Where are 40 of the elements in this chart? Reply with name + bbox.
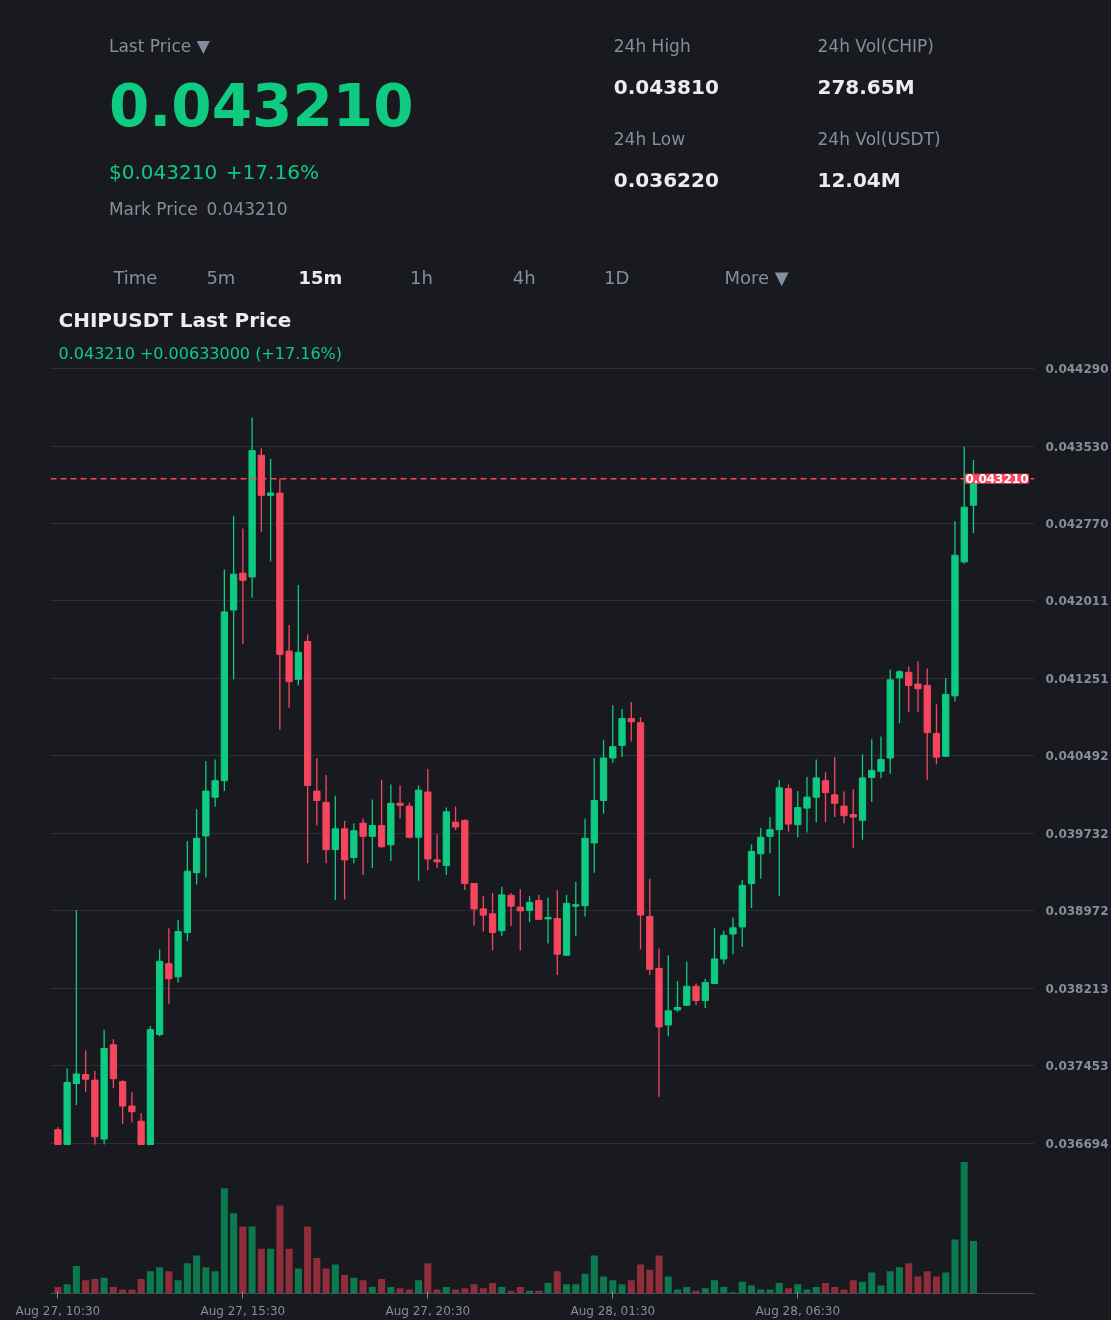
x-tick-label: Aug 27, 15:30 — [200, 1303, 286, 1318]
text: 0.043210 — [206, 199, 288, 219]
text: 4h — [512, 266, 536, 288]
y-tick-label: 0.042011 — [1045, 594, 1109, 609]
ref-line-label: 0.043210 — [965, 472, 1029, 487]
y-tick-label: 0.041251 — [1045, 671, 1109, 686]
y-tick-label: 0.038213 — [1045, 981, 1109, 996]
text: Time — [112, 266, 158, 288]
text: 0.043210 — [108, 71, 414, 140]
text: 24h Low — [613, 128, 686, 149]
y-tick-label: 0.039732 — [1045, 826, 1109, 841]
y-tick-label: 0.040492 — [1045, 749, 1109, 764]
text: 0.036220 — [613, 167, 719, 192]
chart-title: CHIPUSDT Last Price — [58, 307, 292, 332]
x-tick-label: Aug 27, 10:30 — [15, 1303, 101, 1318]
text: 278.65M — [817, 74, 915, 99]
text: Last Price ▼ — [108, 36, 211, 57]
text: 0.043810 — [613, 74, 719, 99]
y-tick-label: 0.036694 — [1045, 1136, 1109, 1151]
text: More ▼ — [724, 266, 789, 288]
y-tick-label: 0.038972 — [1045, 904, 1109, 919]
text: 15m — [298, 266, 343, 288]
text: 24h High — [613, 36, 691, 57]
text: +17.16% — [225, 159, 319, 184]
x-tick-label: Aug 28, 01:30 — [570, 1303, 656, 1318]
text: 5m — [206, 266, 236, 288]
text: 24h Vol(CHIP) — [817, 36, 934, 57]
text: Mark Price — [108, 198, 198, 219]
text: 1h — [410, 266, 433, 288]
y-tick-label: 0.042770 — [1045, 517, 1109, 532]
y-tick-label: 0.043530 — [1045, 439, 1109, 454]
chart-subtitle: 0.043210 +0.00633000 (+17.16%) — [58, 343, 343, 363]
text: 24h Vol(USDT) — [817, 128, 941, 149]
x-tick-label: Aug 28, 06:30 — [755, 1303, 841, 1318]
text: 12.04M — [817, 167, 901, 192]
y-tick-label: 0.037453 — [1045, 1059, 1109, 1074]
text: $0.043210 — [108, 159, 218, 184]
y-tick-label: 0.044290 — [1045, 362, 1109, 377]
text: 1D — [604, 266, 630, 288]
x-tick-label: Aug 27, 20:30 — [385, 1303, 471, 1318]
